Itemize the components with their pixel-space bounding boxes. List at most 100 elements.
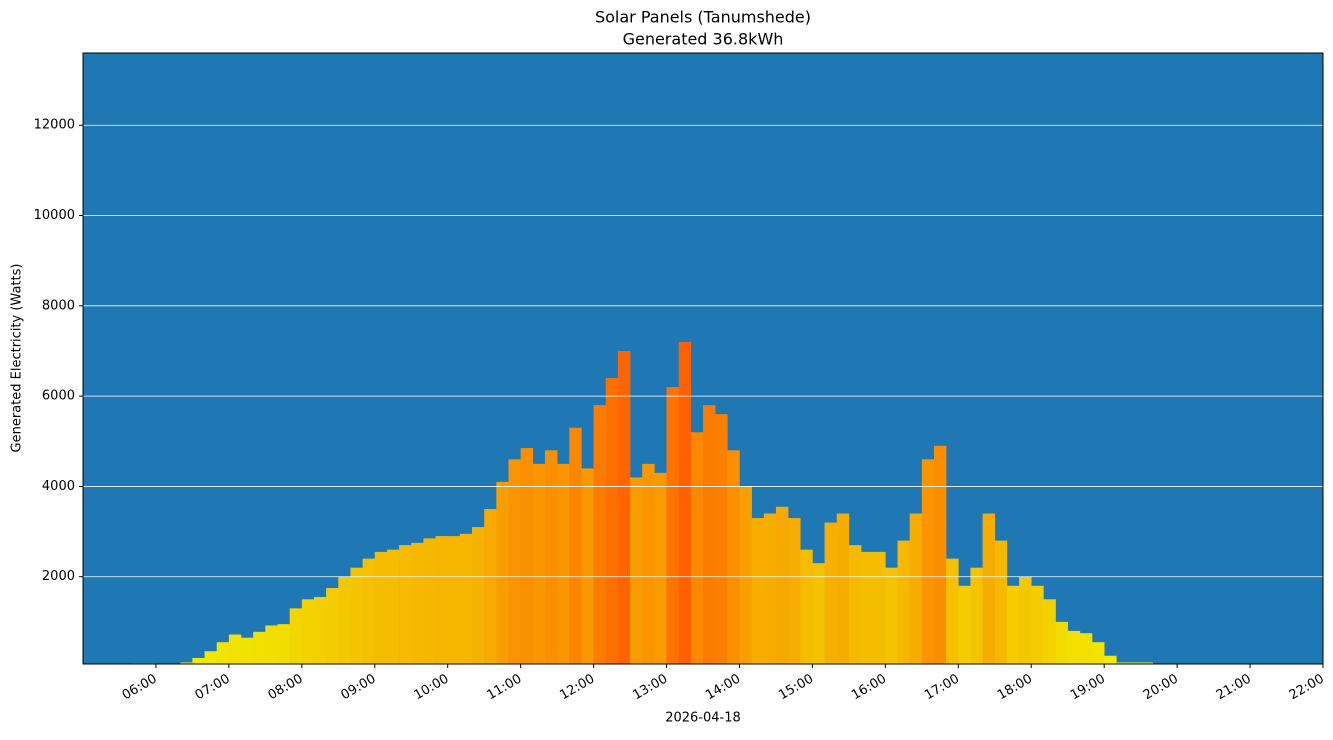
bar [678,341,692,664]
bar [690,432,704,664]
bar [228,634,242,664]
bar [581,468,594,664]
bar [520,448,534,664]
bar [775,506,789,664]
bar [204,651,218,664]
x-tick-label: 19:00 [1068,672,1108,704]
bar [313,597,327,664]
x-axis-label: 2026-04-18 [665,711,741,726]
bar [605,378,619,664]
bar [897,540,910,664]
bar [1140,662,1154,664]
x-tick-label: 10:00 [412,672,452,704]
bar [253,631,266,664]
bar [557,463,570,664]
bar [569,427,582,664]
bar [946,558,959,664]
bar [909,513,923,664]
x-tick-label: 16:00 [849,672,889,704]
bar [630,477,643,664]
x-tick-label: 22:00 [1287,672,1327,704]
bar [447,536,461,664]
y-tick-label: 6000 [42,389,75,404]
bar [800,549,813,664]
bar [1019,576,1032,664]
bar [386,549,400,664]
bar [861,551,874,664]
bar [1043,599,1056,664]
bar [192,657,205,664]
bar [812,563,825,664]
bar [1116,662,1129,664]
chart-subtitle: Generated 36.8kWh [623,30,784,49]
bar [374,551,388,664]
chart-title: Solar Panels (Tanumshede) [595,8,811,27]
x-tick-label: 09:00 [339,672,379,704]
bar [1031,585,1044,664]
bar [350,567,363,664]
bar [873,551,886,664]
x-tick-label: 11:00 [484,672,524,704]
x-tick-label: 08:00 [266,672,306,704]
bar [289,608,303,664]
bar [496,481,509,664]
bar [1104,655,1117,664]
bar [836,513,850,664]
bar [958,585,971,664]
y-tick-label: 2000 [42,569,75,584]
x-tick-label: 13:00 [630,672,670,704]
x-tick-label: 12:00 [557,672,597,704]
bar [982,513,996,664]
y-axis-label: Generated Electricity (Watts) [10,264,25,453]
bar [508,459,521,664]
y-tick-label: 8000 [42,298,75,313]
bar [763,513,777,664]
bar [484,509,497,664]
bar [241,637,254,664]
bar [1067,630,1081,664]
bar [885,567,898,664]
bar [216,642,230,664]
bar [532,463,546,664]
bar [921,459,935,664]
bar [666,387,679,664]
bar [727,450,740,664]
bar [544,450,558,664]
bar [715,414,728,664]
x-tick-label: 18:00 [995,672,1035,704]
bar [326,588,339,664]
bar [739,486,752,664]
bar [362,558,376,664]
bar [423,538,436,664]
y-tick-label: 4000 [42,479,75,494]
bar [788,518,801,664]
bar [933,445,947,664]
bar [338,576,351,664]
x-tick-label: 07:00 [193,672,233,704]
bar [459,533,473,664]
bar [399,545,412,664]
bar [642,463,655,664]
bar [180,662,193,664]
x-tick-label: 14:00 [703,672,743,704]
bar [751,518,765,664]
bar [277,624,290,664]
bar [970,567,983,664]
bar [411,542,424,664]
bar [617,350,631,664]
bar [654,472,667,664]
x-tick-label: 21:00 [1214,672,1254,704]
bar [994,540,1008,664]
x-tick-label: 06:00 [120,672,160,704]
bar [435,536,449,664]
y-tick-label: 10000 [34,208,75,223]
bar [1128,662,1141,664]
x-tick-label: 20:00 [1141,672,1181,704]
bar [848,545,862,664]
bar [703,405,716,664]
bar [1079,633,1093,664]
bar [301,599,315,664]
plot-frame [82,52,1324,665]
